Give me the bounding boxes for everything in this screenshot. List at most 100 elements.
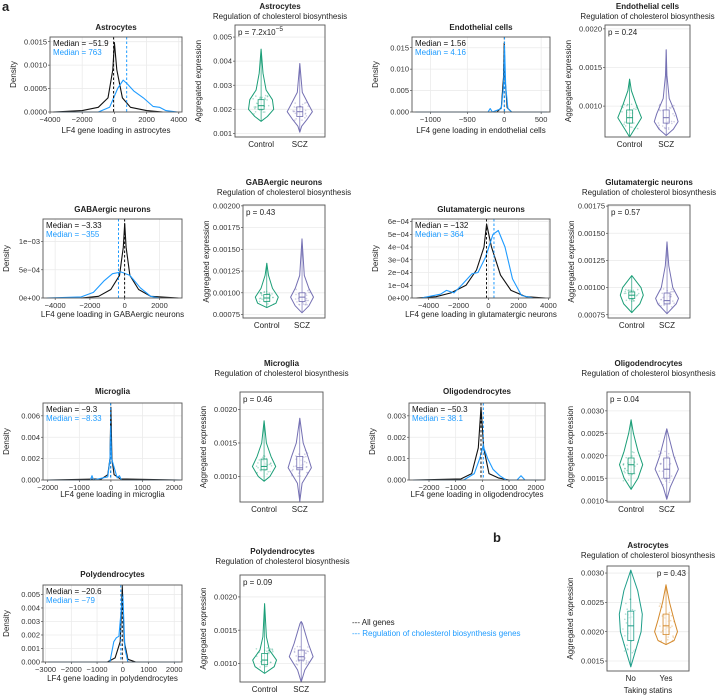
data-point <box>305 455 307 458</box>
data-point <box>305 302 307 304</box>
y-tick-label: 0.005 <box>390 86 409 95</box>
y-tick-label: 3e−04 <box>388 255 409 264</box>
y-tick-label: 0.0020 <box>581 627 604 636</box>
violin-plot-7: 0.00075 0.00100 0.00125 0.00150 0.00175 Gluta… <box>567 178 716 330</box>
data-point <box>271 648 274 650</box>
data-point <box>295 288 298 291</box>
data-point <box>635 106 638 109</box>
x-tick-label: −4000 <box>45 301 66 310</box>
chart-subtitle: Regulation of cholesterol biosynthesis <box>581 551 715 560</box>
x-tick-label: 0 <box>112 115 116 124</box>
data-point <box>670 293 672 296</box>
density-plot-12: 0.000 0.001 0.002 0.003 0.004 0.005 Polydendro… <box>2 570 183 683</box>
chart-title: Microglia <box>95 387 131 396</box>
x-tick-label: Control <box>251 505 277 514</box>
data-point <box>304 453 306 456</box>
all-genes-density-line <box>412 406 541 481</box>
data-point <box>672 300 674 302</box>
x-tick-label: 1000 <box>501 483 518 492</box>
box <box>297 649 305 661</box>
data-point <box>262 456 264 459</box>
data-point <box>623 292 626 295</box>
data-point <box>624 635 626 637</box>
all-median-label: Median = −9.3 <box>46 405 98 414</box>
data-point <box>636 288 639 291</box>
y-tick-label: 0.001 <box>213 129 232 138</box>
x-tick-label: −4000 <box>418 301 439 310</box>
data-point <box>660 298 662 301</box>
x-tick-label: −500 <box>459 115 476 124</box>
y-tick-label: 0.0025 <box>581 598 604 607</box>
data-point <box>267 104 270 107</box>
data-point <box>662 483 664 486</box>
data-point <box>627 104 629 106</box>
data-point <box>306 452 309 454</box>
data-point <box>633 127 636 130</box>
y-axis-label: Aggregated expression <box>566 577 575 659</box>
data-point <box>255 648 258 650</box>
chart-subtitle: Regulation of cholesterol biosynthesis <box>213 12 347 21</box>
data-point <box>625 299 628 302</box>
chart-title: Oligodendrocytes <box>614 359 683 368</box>
data-point <box>670 475 673 477</box>
x-axis-label: LF4 gene loading in microglia <box>60 490 165 499</box>
data-point <box>262 111 265 113</box>
data-point <box>260 469 262 472</box>
data-point <box>635 108 637 111</box>
chol-median-label: Median = 364 <box>415 230 464 239</box>
data-point <box>623 470 625 473</box>
box <box>257 99 265 110</box>
data-point <box>624 618 626 621</box>
chol-genes-density-line <box>48 593 180 663</box>
y-tick-label: 5e−04 <box>19 265 40 274</box>
data-point <box>304 112 307 115</box>
data-point <box>622 462 625 465</box>
p-value: p = 7.2x10 <box>238 28 276 37</box>
y-tick-label: 0.000 <box>390 108 409 117</box>
chol-median-label: Median = 763 <box>53 48 102 57</box>
chart-title: Oligodendrocytes <box>443 387 512 396</box>
chart-title: Astrocytes <box>259 2 301 11</box>
data-point <box>305 660 308 662</box>
violin-plot-14: 0.0015 0.0020 0.0025 0.0030 Astrocytes Aggreg… <box>566 541 715 695</box>
data-point <box>305 297 308 300</box>
data-point <box>625 602 627 605</box>
data-point <box>660 305 662 307</box>
y-tick-label: 0.0030 <box>581 569 604 578</box>
data-point <box>660 481 663 483</box>
y-tick-label: 0.006 <box>21 411 40 420</box>
p-value: p = 0.46 <box>243 395 273 404</box>
data-point <box>305 303 307 306</box>
data-point <box>627 479 630 481</box>
data-point <box>308 661 310 663</box>
all-median-label: Median = −20.6 <box>46 587 102 596</box>
data-point <box>302 660 305 663</box>
data-point <box>671 105 673 108</box>
data-point <box>626 648 629 650</box>
data-point <box>659 103 661 106</box>
p-value-exponent: −5 <box>276 26 284 33</box>
data-point <box>631 608 634 611</box>
data-point <box>671 122 673 125</box>
y-axis-label: Aggregated expression <box>566 406 575 488</box>
data-point <box>624 613 627 615</box>
data-point <box>268 651 271 653</box>
data-point <box>672 290 675 293</box>
y-tick-label: 0.015 <box>390 43 409 52</box>
data-point <box>298 453 300 455</box>
data-point <box>634 648 637 651</box>
y-tick-label: 0.003 <box>387 411 406 420</box>
data-point <box>623 103 626 106</box>
data-point <box>296 301 298 303</box>
x-tick-label: −1000 <box>420 115 441 124</box>
data-point <box>659 109 661 112</box>
y-tick-label: 0.0015 <box>24 37 47 46</box>
x-axis-label: LF4 gene loading in endothelial cells <box>416 126 545 135</box>
data-point <box>626 103 629 106</box>
x-tick-label: Control <box>619 321 645 330</box>
x-tick-label: −2000 <box>37 483 58 492</box>
p-value-label: p = 0.57 <box>611 208 641 217</box>
legend-all-genes: --- All genes <box>352 618 395 627</box>
data-point <box>253 106 256 108</box>
violin-plot-1: 0.001 0.002 0.003 0.004 0.005 Astrocytes Aggre… <box>194 2 347 149</box>
